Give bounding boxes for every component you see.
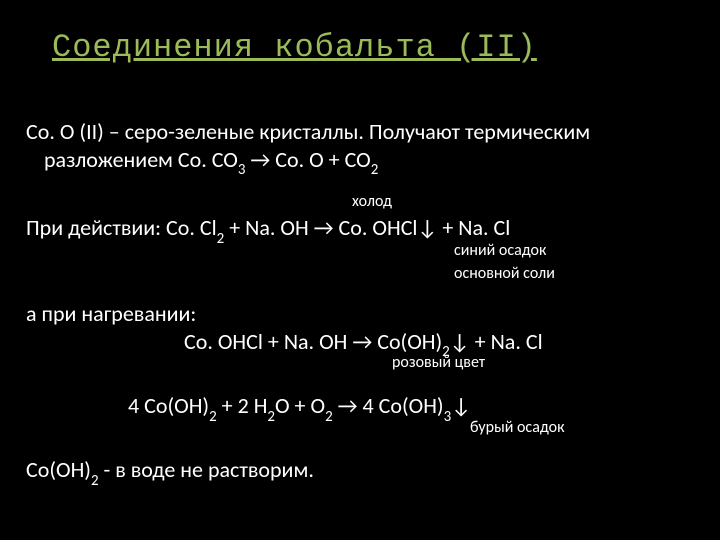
p1-line1: Сo. O (II) – серо-зеленые кристаллы. Пол… — [26, 118, 696, 146]
paragraph-2: При действии: Co. Cl2 + Na. OH → Co. OHC… — [26, 214, 510, 246]
paragraph-1: Сo. O (II) – серо-зеленые кристаллы. Пол… — [26, 118, 696, 178]
p1-line2: разложением Co. CO3 → Co. O + CO2 — [26, 146, 696, 178]
p2-note1: синий осадок — [454, 241, 546, 261]
p2-note2: основной соли — [454, 264, 555, 284]
slide: Соединения кобальта (II) Сo. O (II) – се… — [0, 0, 720, 540]
p4-note: бурый осадок — [470, 418, 564, 438]
p3-note: розовый цвет — [392, 353, 485, 373]
paragraph-5: Co(OH)2 - в воде не растворим. — [26, 456, 314, 488]
cold-label: холод — [352, 192, 392, 212]
slide-title: Соединения кобальта (II) — [52, 28, 537, 68]
paragraph-4: 4 Co(OH)2 + 2 H2O + O2 → 4 Co(OH)3↓ — [128, 392, 471, 424]
p3-line1: а при нагревании: — [26, 300, 543, 328]
paragraph-3: а при нагревании: Co. OHCl + Na. OH → Co… — [26, 300, 543, 360]
